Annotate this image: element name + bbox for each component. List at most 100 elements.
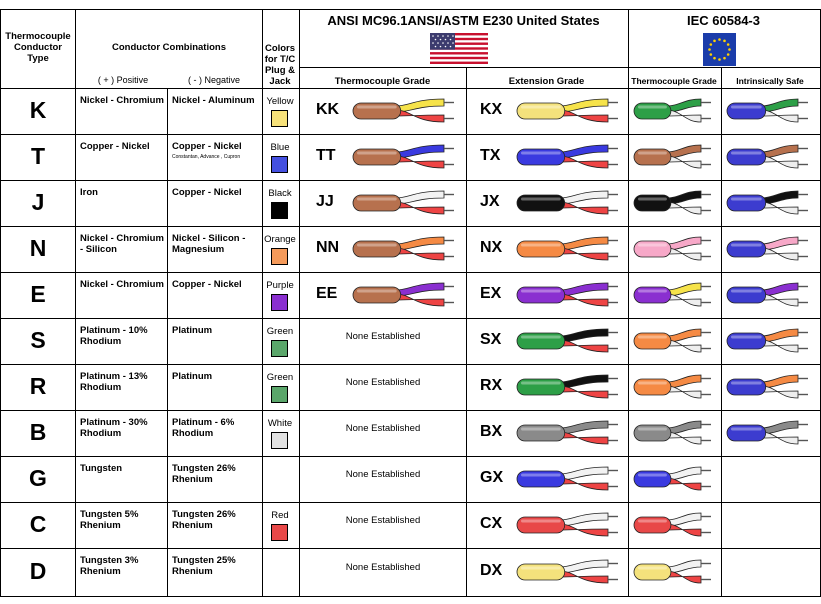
us-flag-icon [430,33,488,64]
ext-grade-cable [516,559,618,584]
eu-star [728,48,731,51]
grid-line [299,9,300,597]
ext-grade-cable [516,512,618,537]
plug-color-swatch [271,110,288,127]
type-letter: T [30,143,46,169]
negative-conductor: Nickel - Aluminum [172,95,255,106]
grid-line [721,67,722,597]
grid-line [0,596,821,597]
tc-grade-none: None Established [345,377,421,388]
iec-tc-grade-cable [633,190,711,215]
ext-grade-code: CX [480,515,503,532]
iec-tc-grade-cable [633,144,711,169]
grid-line [75,9,76,597]
iec-tc-grade-cable [633,466,711,491]
ext-grade-code: EX [480,285,502,302]
plug-color-name: Black [268,188,292,199]
plug-color-swatch [271,156,288,173]
eu-star [726,43,730,46]
positive-conductor: Nickel - Chromium - Silicon [80,233,164,255]
iec-tc-grade-cable [633,420,711,445]
ext-grade-cable [516,98,618,123]
plug-color-name: Green [266,326,294,337]
type-letter: G [29,465,47,491]
tc-grade-none: None Established [345,423,421,434]
ext-grade-cable [516,374,618,399]
tc-grade-cable [352,236,454,261]
tc-grade-cable [352,282,454,307]
eu-star [726,53,730,56]
ext-grade-cable [516,190,618,215]
type-letter: B [29,419,47,445]
iec-tc-grade-cable [633,512,711,537]
grid-line [628,9,629,597]
iec-safe-cable [726,144,808,169]
ext-grade-code: TX [480,147,501,164]
tc-grade-code: NN [316,239,340,256]
negative-conductor: Platinum - 6% Rhodium [172,417,235,439]
tc-grade-code: EE [316,285,338,302]
ext-grade-cable [516,466,618,491]
negative-conductor: Tungsten 25% Rhenium [172,555,236,577]
negative-conductor: Copper - Nickel [172,279,242,290]
plug-color-name: Blue [270,142,290,153]
tc-grade-code: JJ [316,193,334,210]
grid-line [0,456,821,457]
tc-grade-none: None Established [345,562,421,573]
eu-star [713,39,716,43]
ext-grade-code: NX [480,239,503,256]
grid-line [262,9,263,597]
iec-tc-grade-cable [633,374,711,399]
plug-color-name: Red [271,510,289,521]
positive-conductor: Tungsten 3% Rhenium [80,555,139,577]
iec-tc-grade-cable [633,98,711,123]
eu-star [713,56,716,60]
grid-line [0,364,821,365]
negative-conductor: Tungsten 26% Rhenium [172,463,236,485]
negative-conductor: Platinum [172,325,213,336]
ext-grade-cable [516,236,618,261]
iec-tc-grade-header: Thermocouple Grade [631,76,717,86]
tc-grade-header: Thermocouple Grade [334,76,431,87]
plug-color-name: Orange [264,234,296,245]
iec-safe-cable [726,420,808,445]
type-letter: N [29,235,47,261]
type-letter: D [29,558,47,584]
positive-conductor: Nickel - Chromium [80,95,164,106]
iec-tc-grade-cable [633,559,711,584]
grid-line [0,9,1,597]
positive-conductor: Platinum - 13% Rhodium [80,371,148,393]
positive-header: ( + ) Positive [97,75,149,85]
plug-color-swatch [271,202,288,219]
tc-grade-cable [352,98,454,123]
negative-conductor: Copper - Nickel [172,141,242,152]
tc-grade-none: None Established [345,515,421,526]
iec-safe-cable [726,190,808,215]
iec-safe-cable [726,282,808,307]
ext-grade-header: Extension Grade [508,76,585,87]
eu-star [723,56,726,60]
positive-conductor: Platinum - 10% Rhodium [80,325,148,347]
grid-line [299,67,820,68]
grid-line [0,9,821,10]
negative-conductor: Copper - Nickel [172,187,242,198]
type-letter: R [29,373,47,399]
positive-conductor: Copper - Nickel [80,141,150,152]
tc-grade-code: TT [316,147,336,164]
plug-color-swatch [271,432,288,449]
grid-line [0,134,821,135]
positive-conductor: Tungsten [80,463,123,474]
positive-conductor: Nickel - Chromium [80,279,164,290]
positive-conductor: Tungsten 5% Rhenium [80,509,139,531]
tc-grade-cable [352,190,454,215]
ext-grade-code: SX [480,331,502,348]
iec-safe-cable [726,98,808,123]
ext-grade-code: JX [480,193,500,210]
eu-star [718,38,721,41]
plug-color-swatch [271,248,288,265]
iec-safe-cable [726,328,808,353]
eu-star [708,48,711,51]
grid-line [0,548,821,549]
negative-conductor: Tungsten 26% Rhenium [172,509,236,531]
